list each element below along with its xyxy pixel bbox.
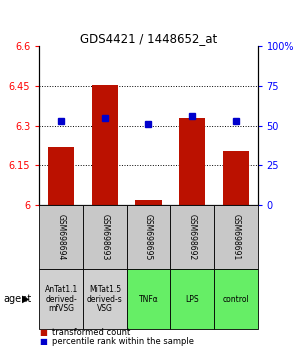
Text: agent: agent bbox=[3, 294, 31, 304]
Bar bbox=[48, 147, 74, 205]
Bar bbox=[214, 269, 258, 329]
Bar bbox=[179, 118, 205, 205]
Text: LPS: LPS bbox=[185, 295, 199, 304]
Text: ■: ■ bbox=[39, 328, 47, 337]
Bar bbox=[223, 151, 249, 205]
Bar bbox=[83, 269, 127, 329]
Text: transformed count: transformed count bbox=[52, 328, 130, 337]
Bar bbox=[39, 205, 83, 269]
Text: percentile rank within the sample: percentile rank within the sample bbox=[52, 337, 194, 346]
Text: AnTat1.1
derived-
mfVSG: AnTat1.1 derived- mfVSG bbox=[45, 285, 78, 313]
Text: GSM698693: GSM698693 bbox=[100, 214, 109, 261]
Text: control: control bbox=[222, 295, 249, 304]
Bar bbox=[127, 205, 170, 269]
Text: ■: ■ bbox=[39, 337, 47, 346]
Title: GDS4421 / 1448652_at: GDS4421 / 1448652_at bbox=[80, 32, 217, 45]
Bar bbox=[135, 200, 161, 205]
Text: GSM698692: GSM698692 bbox=[188, 214, 197, 260]
Bar bbox=[170, 269, 214, 329]
Bar bbox=[127, 269, 170, 329]
Text: MiTat1.5
derived-s
VSG: MiTat1.5 derived-s VSG bbox=[87, 285, 123, 313]
Text: ▶: ▶ bbox=[22, 294, 29, 304]
Bar bbox=[39, 269, 83, 329]
Bar bbox=[214, 205, 258, 269]
Bar bbox=[170, 205, 214, 269]
Bar bbox=[83, 205, 127, 269]
Text: GSM698694: GSM698694 bbox=[57, 214, 66, 261]
Text: GSM698695: GSM698695 bbox=[144, 214, 153, 261]
Bar bbox=[92, 85, 118, 205]
Text: TNFα: TNFα bbox=[138, 295, 158, 304]
Text: GSM698691: GSM698691 bbox=[231, 214, 240, 260]
